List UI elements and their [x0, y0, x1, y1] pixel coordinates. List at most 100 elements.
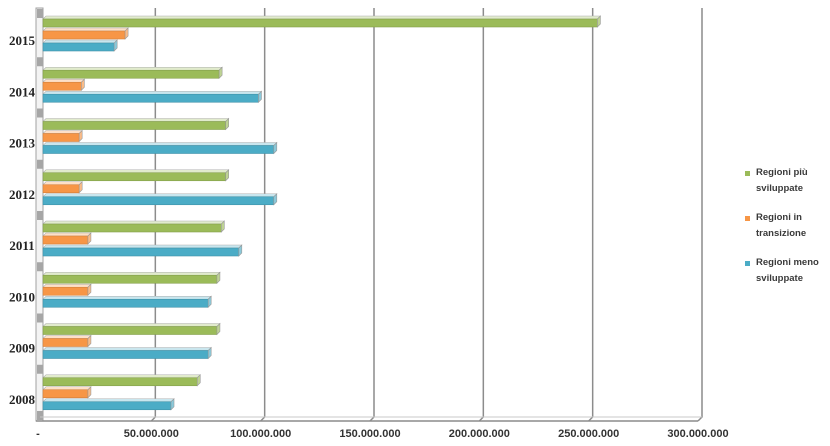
- gridline: [697, 8, 703, 422]
- bar-end-face: [87, 283, 92, 296]
- gridline: [588, 8, 594, 422]
- bar-end-face: [87, 232, 92, 245]
- bar-front-face: [42, 145, 275, 154]
- bar-front-face: [42, 401, 172, 411]
- bar-front-face: [42, 274, 218, 284]
- bar-2013-regioni-piu-sviluppate: [42, 117, 230, 131]
- bar-top-face: [42, 271, 221, 276]
- x-axis-tick-labels: - 50.000.000 100.000.000 150.000.000 200.000…: [36, 428, 728, 440]
- bar-end-face: [87, 334, 92, 348]
- bar-end-face: [258, 90, 262, 103]
- wall-tick: [37, 313, 43, 323]
- bar-top-face: [42, 283, 92, 288]
- bar-front-face: [42, 350, 209, 359]
- bar-top-face: [42, 220, 226, 225]
- bar-end-face: [273, 193, 278, 206]
- bar-2015-regioni-in-transizione: [42, 27, 129, 40]
- y-axis-category-labels: 2008 2009 2010 2011 2012 2013 2014 2015: [9, 33, 36, 407]
- bar-top-face: [42, 181, 83, 186]
- legend-swatch: [745, 171, 750, 176]
- bar-top-face: [42, 386, 92, 391]
- wall-tick: [37, 159, 43, 169]
- bar-front-face: [42, 42, 115, 52]
- bar-end-face: [238, 244, 243, 257]
- bar-top-face: [42, 78, 86, 83]
- gridlines: [36, 8, 703, 422]
- gridline: [478, 8, 485, 422]
- bar-end-face: [221, 220, 225, 233]
- bar-end-face: [113, 39, 118, 52]
- bar-top-face: [42, 118, 230, 122]
- bar-end-face: [597, 15, 601, 28]
- category-label: 2011: [9, 238, 34, 253]
- bar-end-face: [225, 169, 229, 182]
- bar-top-face: [42, 130, 83, 134]
- legend: Regioni più sviluppate Regioni in transi…: [745, 165, 827, 300]
- bar-2009-regioni-piu-sviluppate: [42, 322, 221, 336]
- bar-2013-regioni-in-transizione: [42, 129, 83, 143]
- bar-front-face: [42, 196, 275, 206]
- bar-2015-regioni-piu-sviluppate: [42, 15, 602, 28]
- bar-top-face: [42, 142, 278, 146]
- gridline: [369, 8, 375, 422]
- bar-2010-regioni-piu-sviluppate: [42, 271, 221, 284]
- plot-walls: [35, 7, 44, 422]
- bar-2014-regioni-in-transizione: [42, 78, 86, 91]
- bar-front-face: [42, 286, 89, 296]
- bar-end-face: [170, 398, 175, 411]
- bar-end-face: [207, 346, 212, 360]
- bar-front-face: [42, 247, 240, 257]
- bar-2012-regioni-in-transizione: [42, 181, 83, 194]
- bar-end-face: [81, 78, 85, 91]
- bar-front-face: [42, 81, 82, 91]
- bar-top-face: [42, 335, 92, 339]
- bar-end-face: [273, 141, 278, 155]
- wall-tick: [37, 108, 43, 118]
- legend-label: Regioni meno sviluppate: [756, 257, 819, 284]
- bar-top-face: [42, 169, 230, 174]
- wall-tick: [37, 9, 43, 18]
- x-tick-label: 100.000.000: [230, 428, 291, 440]
- x-tick-label: 150.000.000: [339, 428, 400, 440]
- bar-end-face: [78, 181, 83, 194]
- x-tick-label: -: [36, 428, 40, 440]
- category-label: 2013: [9, 136, 36, 151]
- bar-2014-regioni-meno-sviluppate: [42, 90, 263, 103]
- bar-top-face: [42, 347, 212, 351]
- bar-top-face: [42, 398, 175, 403]
- bar-top-face: [42, 232, 92, 237]
- x-tick-label: 200.000.000: [449, 428, 510, 440]
- wall-tick: [37, 411, 43, 420]
- bar-front-face: [42, 133, 80, 142]
- bar-2011-regioni-piu-sviluppate: [42, 220, 226, 233]
- category-label: 2015: [9, 33, 36, 48]
- x-tick-label: 300.000.000: [667, 428, 728, 440]
- bar-front-face: [42, 223, 222, 233]
- bar-2015-regioni-meno-sviluppate: [42, 39, 118, 52]
- bar-2011-regioni-in-transizione: [42, 232, 92, 245]
- bar-front-face: [42, 18, 598, 28]
- bar-2008-regioni-meno-sviluppate: [42, 398, 175, 411]
- bar-top-face: [42, 66, 223, 71]
- bar-front-face: [42, 235, 89, 245]
- bar-2012-regioni-piu-sviluppate: [42, 169, 230, 182]
- bar-top-face: [42, 374, 201, 379]
- bar-end-face: [124, 27, 129, 40]
- wall-tick: [37, 262, 43, 272]
- bar-front-face: [42, 121, 226, 130]
- bar-front-face: [42, 326, 218, 335]
- bar-front-face: [42, 93, 259, 103]
- bar-2009-regioni-meno-sviluppate: [42, 346, 212, 360]
- bar-front-face: [42, 338, 89, 347]
- bar-2011-regioni-meno-sviluppate: [42, 244, 243, 257]
- legend-swatch: [745, 261, 750, 266]
- legend-label: Regioni più sviluppate: [756, 167, 808, 194]
- bar-end-face: [207, 295, 212, 308]
- legend-label: Regioni in transizione: [756, 212, 807, 239]
- category-label: 2008: [9, 392, 36, 407]
- bar-top-face: [42, 39, 118, 44]
- bar-top-face: [42, 323, 221, 327]
- bar-2010-regioni-meno-sviluppate: [42, 295, 212, 308]
- bar-2010-regioni-in-transizione: [42, 283, 92, 296]
